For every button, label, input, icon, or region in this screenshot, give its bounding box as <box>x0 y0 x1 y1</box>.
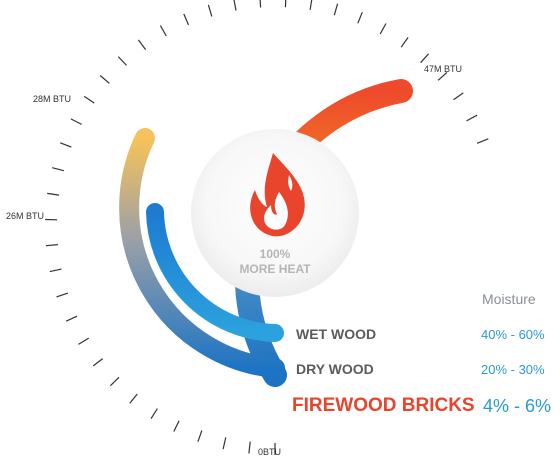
scale-tick <box>466 114 478 122</box>
scale-tick <box>65 315 78 322</box>
scale-tick <box>197 430 203 442</box>
arc-wet-wood <box>146 203 284 342</box>
scale-tick <box>159 25 167 37</box>
moisture-firewood-bricks: 4% - 6% <box>483 396 552 416</box>
center-percent: 100% <box>259 247 291 261</box>
scale-tick <box>117 56 127 66</box>
scale-tick <box>333 3 339 16</box>
row-label-firewood-bricks: FIREWOOD BRICKS <box>292 395 475 416</box>
scale-tick <box>150 408 158 420</box>
scale-tick <box>173 420 180 432</box>
scale-tick <box>437 71 448 81</box>
row-label-dry-wood: DRY WOOD <box>296 361 374 377</box>
scale-tick <box>109 376 120 387</box>
scale-tick <box>233 0 237 11</box>
scale-tick <box>92 358 104 367</box>
scale-tick <box>137 39 147 50</box>
scale-tick <box>49 268 62 273</box>
scale-tick <box>476 138 489 144</box>
scale-tick <box>59 142 72 148</box>
scale-ticks <box>45 0 489 455</box>
scale-tick <box>222 437 227 450</box>
center-text: 100% MORE HEAT <box>225 247 325 277</box>
scale-tick <box>183 13 190 26</box>
scale-tick <box>47 192 60 196</box>
tick-label-26m: 26M BTU <box>6 211 45 221</box>
scale-tick <box>453 92 464 101</box>
flame-icon <box>250 153 305 237</box>
scale-tick <box>248 441 251 454</box>
scale-tick <box>129 393 138 404</box>
arc-dry-wood <box>119 128 285 378</box>
moisture-wet-wood: 40% - 60% <box>481 327 545 342</box>
scale-tick <box>207 4 213 17</box>
scale-tick <box>400 37 409 48</box>
scale-tick <box>379 23 387 35</box>
scale-tick <box>259 0 262 8</box>
scale-tick <box>56 292 69 298</box>
scale-tick <box>52 167 65 172</box>
center-caption: MORE HEAT <box>239 262 311 276</box>
moisture-dry-wood: 20% - 30% <box>481 362 545 377</box>
scale-tick <box>70 118 82 125</box>
row-label-wet-wood: WET WOOD <box>296 326 377 342</box>
scale-tick <box>78 337 90 345</box>
scale-tick <box>99 75 110 84</box>
scale-tick <box>309 0 313 10</box>
scale-tick <box>420 53 430 64</box>
scale-tick <box>45 244 58 247</box>
tick-label-28m: 28M BTU <box>33 94 72 104</box>
moisture-header: Moisture <box>482 291 536 307</box>
scale-tick <box>357 11 363 24</box>
scale-tick <box>284 0 287 8</box>
scale-tick <box>83 95 95 104</box>
tick-label-0: 0BTU <box>258 447 282 457</box>
tick-label-47m: 47M BTU <box>424 64 463 74</box>
